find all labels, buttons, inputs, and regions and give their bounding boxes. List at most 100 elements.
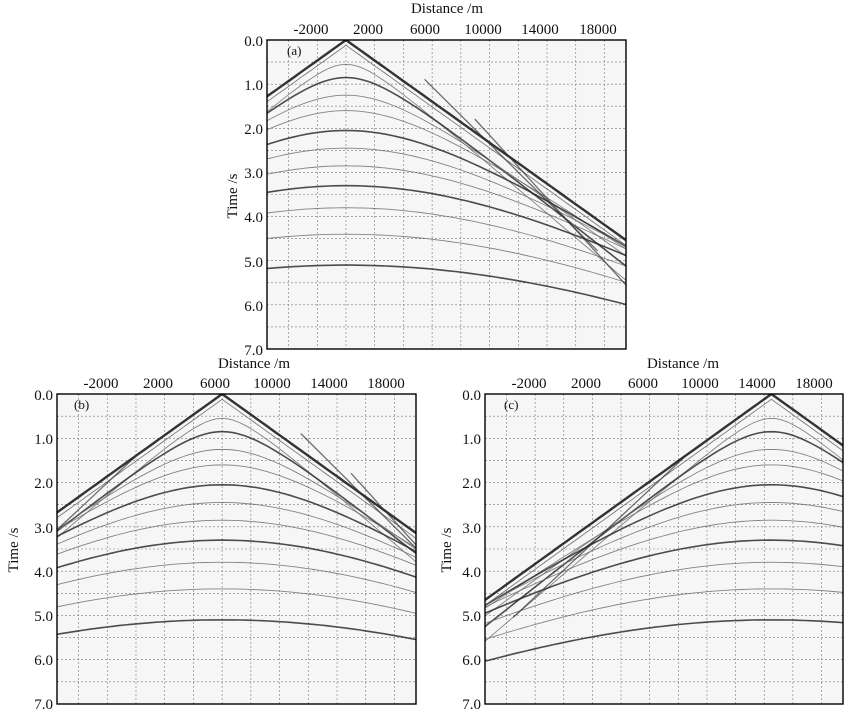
panel-b-reflection-event [57,417,416,563]
panel-a-direct-wave [267,40,348,98]
panel-c-reflection-event [485,430,843,628]
panel-c-direct-wave [485,398,772,606]
panel-b-y-tick: 7.0 [34,697,53,712]
panel-a-reflection-event [267,184,626,257]
panel-a-y-axis-title: Time /s [225,173,241,218]
panel-b-x-tick: 2000 [143,376,173,392]
panel-b-events [57,394,416,641]
panel-b-y-tick: 1.0 [34,432,53,448]
panel-b-direct-wave [220,394,416,535]
panel-c-grid [485,394,843,704]
panel-c-y-tick: 4.0 [462,565,481,581]
panel-a-x-axis-title: Distance /m [411,1,483,17]
panel-a-y-tick: 5.0 [244,255,263,271]
panel-b-background [57,394,416,704]
panel-a-y-tick: 6.0 [244,299,263,315]
panel-b-grid [57,394,416,704]
panel-b-direct-wave [221,398,416,539]
panel-c-reflection-event [485,417,843,642]
panel-b-direct-wave [57,394,224,514]
panel-c-y-tick: 5.0 [462,609,481,625]
panel-b-y-tick: 3.0 [34,521,53,537]
panel-c-y-tick: 7.0 [462,697,481,712]
panel-c-x-tick: -2000 [512,376,547,392]
panel-b-reflection-event [57,448,416,550]
panel-c-events [485,394,843,663]
panel-c-reflection-event [485,484,843,607]
panel-a-x-tick: 14000 [521,22,559,38]
panel-c-reflection-event [485,519,843,608]
panel-b-x-tick: 14000 [310,376,348,392]
panel-c-y-ticks: 0.0 1.0 2.0 3.0 4.0 5.0 6.0 7.0 [462,388,481,712]
panel-b-y-ticks: 0.0 1.0 2.0 3.0 4.0 5.0 6.0 7.0 [34,388,53,712]
panel-a-reflection-event [267,147,626,247]
panel-c-reflection-event [485,539,843,615]
panel-b-reflection-event [57,464,416,549]
panel-c-y-tick: 0.0 [462,388,481,404]
panel-b-x-ticks: -2000 2000 6000 10000 14000 18000 [84,376,405,392]
panel-a-x-tick: 18000 [579,22,617,38]
panel-a-y-ticks: 0.0 1.0 2.0 3.0 4.0 5.0 6.0 7.0 [244,34,263,359]
panel-b-reflection-event [57,588,416,614]
panel-b-reflection-event [57,619,416,641]
panel-a-direct-wave [345,44,626,246]
panel-a-x-tick: 2000 [353,22,383,38]
panel-c-direct-wave [771,398,843,452]
panel-a-reflection-event [267,76,626,268]
panel-a-y-tick: 1.0 [244,78,263,94]
panel-a-reflection-event [267,110,626,250]
panel-c-frame [484,393,844,705]
panel-b-reflection-event [57,539,416,578]
panel-b: Distance /m Time /s (b) -2000 2000 6000 … [6,356,417,712]
panel-a-tag: (a) [287,43,301,58]
panel-a: Distance /m Time /s (a) -2000 2000 6000 … [225,1,627,359]
panel-b-x-tick: 10000 [253,376,291,392]
panel-c-y-tick: 3.0 [462,521,481,537]
panel-c-y-tick: 6.0 [462,653,481,669]
panel-a-reflection-event [267,129,626,248]
panel-a-y-tick: 2.0 [244,122,263,138]
panel-b-x-tick: -2000 [84,376,119,392]
panel-c-event-layer [485,394,843,663]
panel-b-x-axis-title: Distance /m [218,356,290,372]
panel-c-direct-wave [485,394,773,602]
panel-c-reflection-event [485,619,843,663]
panel-b-y-tick: 0.0 [34,388,53,404]
panel-a-reflection-event [267,94,626,257]
panel-b-frame [56,393,417,705]
panel-c-x-ticks: -2000 2000 6000 10000 14000 18000 [512,376,833,392]
panel-a-background [267,40,626,349]
panel-c-tag: (c) [504,397,518,412]
panel-a-x-tick: 6000 [410,22,440,38]
panel-b-direct-wave [57,398,223,519]
panel-a-events [267,40,626,306]
panel-b-steep-event [57,455,137,531]
panel-c-background [485,394,843,704]
panel-c-steep-event [512,455,687,618]
panel-c-x-axis-title: Distance /m [647,356,719,372]
panel-c: Distance /m Time /s (c) -2000 2000 6000 … [439,356,844,712]
panel-b-reflection-event [57,519,416,566]
panel-c-x-tick: 6000 [628,376,658,392]
panel-b-event-layer [57,394,416,641]
panel-c-y-axis-title: Time /s [439,527,455,572]
panel-b-steep-event [350,473,416,546]
panel-b-steep-event [300,433,416,550]
panel-a-direct-wave [344,40,626,242]
panel-a-reflection-event [267,233,626,283]
panel-c-x-tick: 10000 [681,376,719,392]
panel-a-direct-wave [267,44,347,103]
panel-c-reflection-event [485,588,843,640]
panel-b-x-tick: 6000 [200,376,230,392]
panel-a-x-tick: 10000 [464,22,502,38]
panel-c-reflection-event [485,502,843,606]
panel-b-y-tick: 6.0 [34,653,53,669]
panel-a-x-ticks: -2000 2000 6000 10000 14000 18000 [294,22,617,38]
panel-a-event-layer [267,40,626,306]
panel-b-y-axis-title: Time /s [6,527,22,572]
panel-b-reflection-event [57,502,416,558]
panel-b-reflection-event [57,483,416,553]
panel-a-y-tick: 0.0 [244,34,263,50]
panel-a-y-tick: 3.0 [244,166,263,182]
